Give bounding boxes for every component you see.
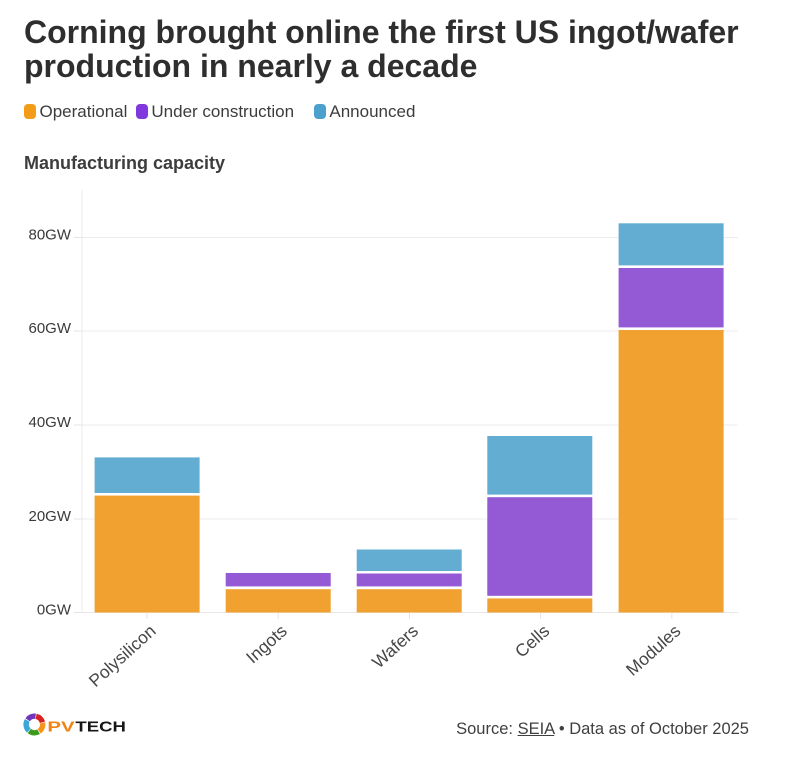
svg-text:TECH: TECH xyxy=(75,718,126,735)
svg-text:Ingots: Ingots xyxy=(242,620,291,667)
svg-text:0GW: 0GW xyxy=(37,602,72,619)
svg-text:Cells: Cells xyxy=(511,620,553,661)
svg-text:60GW: 60GW xyxy=(28,320,71,337)
svg-text:40GW: 40GW xyxy=(28,414,71,431)
svg-text:Polysilicon: Polysilicon xyxy=(85,621,160,691)
svg-text:20GW: 20GW xyxy=(28,508,71,525)
svg-text:80GW: 80GW xyxy=(28,227,71,244)
svg-text:Wafers: Wafers xyxy=(368,620,422,672)
svg-text:Modules: Modules xyxy=(622,620,685,679)
svg-text:PV: PV xyxy=(47,718,74,735)
